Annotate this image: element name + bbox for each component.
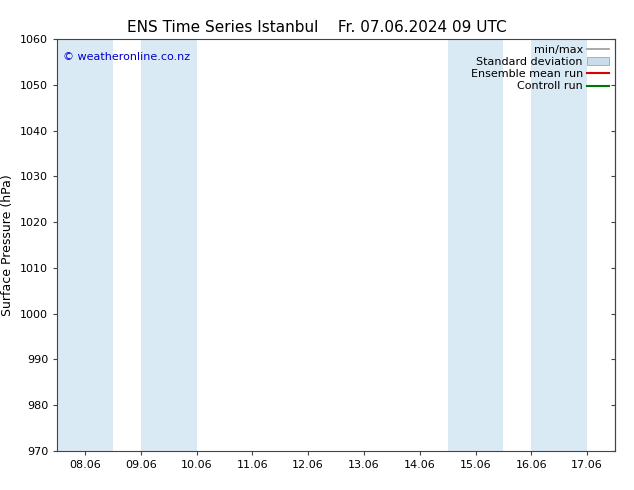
Bar [615, 39, 634, 451]
Bar [531, 39, 587, 451]
Bar [57, 39, 113, 451]
Text: © weatheronline.co.nz: © weatheronline.co.nz [63, 51, 190, 62]
Bar [448, 39, 503, 451]
Text: ENS Time Series Istanbul    Fr. 07.06.2024 09 UTC: ENS Time Series Istanbul Fr. 07.06.2024 … [127, 20, 507, 35]
Bar [141, 39, 197, 451]
Legend: min/max, Standard deviation, Ensemble mean run, Controll run: min/max, Standard deviation, Ensemble me… [470, 45, 609, 92]
Y-axis label: Surface Pressure (hPa): Surface Pressure (hPa) [1, 174, 15, 316]
